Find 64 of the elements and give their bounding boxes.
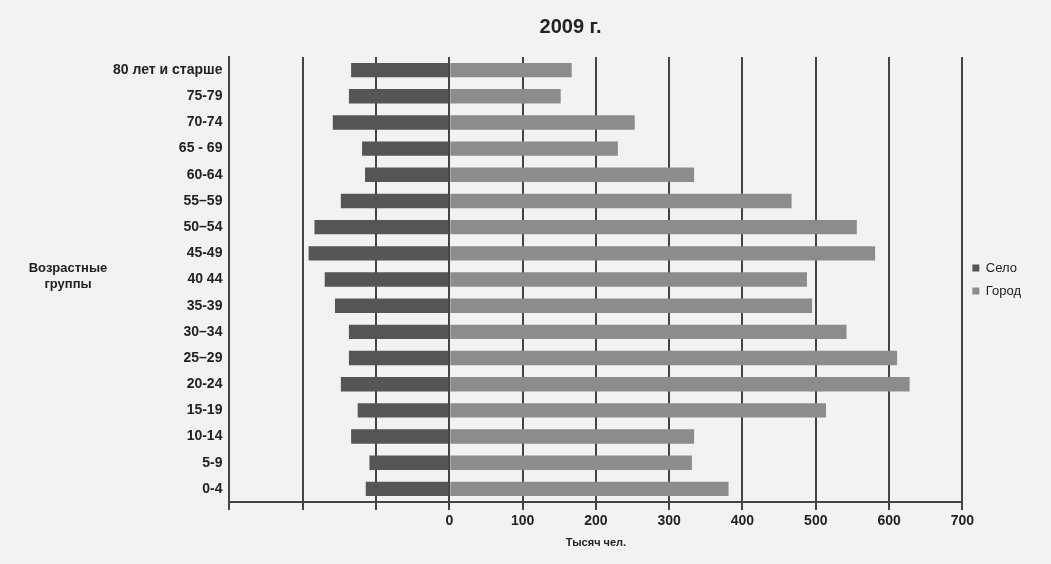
bar — [450, 272, 807, 287]
y-tick-label: 30–34 — [183, 322, 223, 339]
bar — [362, 141, 449, 156]
x-tick-label: 300 — [657, 512, 682, 529]
bar — [332, 115, 449, 130]
y-tick-label: 65 - 69 — [178, 139, 223, 156]
bar — [450, 377, 910, 392]
bar — [450, 89, 561, 104]
bar — [340, 193, 449, 209]
bar — [450, 167, 695, 182]
x-tick-label: 600 — [877, 512, 901, 529]
y-tick-label: 80 лет и старше — [113, 60, 223, 77]
bar — [450, 298, 813, 313]
y-tick-label: 55–59 — [183, 191, 223, 208]
legend-label: Село — [985, 259, 1017, 275]
y-tick-label: 70-74 — [186, 113, 223, 130]
bar — [450, 141, 618, 156]
bar — [450, 324, 847, 340]
y-axis-title: Возрастные группы — [28, 259, 108, 291]
x-tick-label: 100 — [510, 512, 535, 529]
x-axis-title: Тысяч чел. — [565, 536, 627, 549]
bar — [340, 377, 449, 392]
y-tick-label: 75-79 — [186, 87, 223, 104]
y-tick-label: 25–29 — [183, 348, 223, 365]
bar — [369, 455, 449, 470]
x-tick-label: 200 — [584, 512, 608, 529]
bar — [324, 272, 449, 287]
bar — [314, 219, 449, 235]
bar — [450, 246, 876, 261]
bar — [351, 429, 449, 444]
y-tick-label: 10-14 — [186, 427, 223, 444]
bar — [450, 481, 729, 497]
y-tick-label: 45-49 — [186, 244, 223, 261]
y-tick-label: 5-9 — [202, 453, 223, 470]
y-tick-label: 15-19 — [186, 401, 223, 418]
bar — [450, 403, 827, 418]
bar — [365, 481, 449, 497]
y-tick-label: 20-24 — [186, 375, 223, 392]
bar — [450, 350, 898, 366]
x-tick-label: 400 — [730, 512, 755, 529]
bar — [357, 403, 449, 418]
bar — [348, 89, 449, 104]
bar — [351, 62, 449, 78]
y-tick-label: 60-64 — [186, 165, 223, 182]
bar — [450, 455, 692, 470]
bar — [450, 193, 792, 209]
bar — [450, 429, 695, 444]
y-tick-label: 50–54 — [183, 218, 223, 235]
bar — [450, 219, 857, 235]
x-tick-label: 500 — [804, 512, 828, 529]
bar — [348, 350, 449, 366]
chart-title: 2009 г. — [539, 14, 602, 37]
bar — [365, 167, 449, 182]
x-tick-label: 700 — [950, 512, 975, 529]
y-tick-label: 35-39 — [186, 296, 223, 313]
bar — [450, 115, 635, 130]
bar — [334, 298, 449, 313]
y-tick-label: 40 44 — [187, 270, 223, 287]
bar — [308, 246, 449, 261]
x-tick-label: 0 — [445, 512, 454, 529]
bar — [450, 62, 572, 78]
bar — [348, 324, 449, 340]
y-tick-label: 0-4 — [202, 479, 223, 496]
legend-label: Город — [985, 282, 1022, 298]
